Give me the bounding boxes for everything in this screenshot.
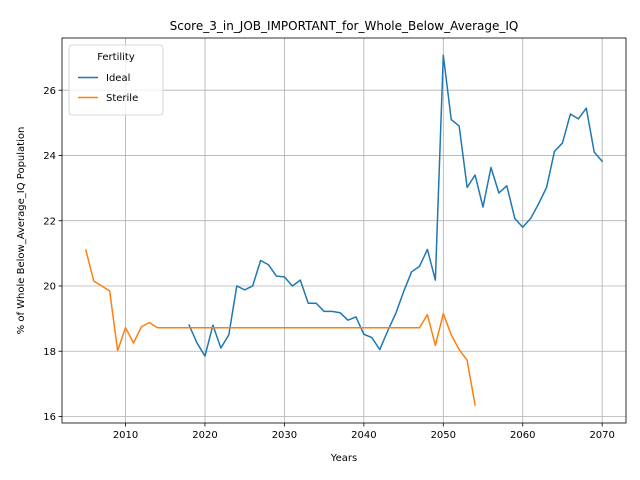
legend-label-sterile: Sterile: [106, 93, 138, 104]
x-tick-label: 2050: [431, 430, 456, 441]
x-tick-label: 2010: [113, 430, 138, 441]
series-line-sterile: [84, 249, 476, 406]
y-tick-label: 26: [43, 86, 56, 97]
chart-title: Score_3_in_JOB_IMPORTANT_for_Whole_Below…: [170, 19, 519, 33]
series-lines: [84, 54, 604, 406]
y-tick-label: 18: [43, 347, 56, 358]
x-tick-label: 2030: [272, 430, 297, 441]
x-tick-label: 2070: [589, 430, 614, 441]
x-tick-label: 2060: [510, 430, 535, 441]
x-tick-label: 2040: [351, 430, 376, 441]
y-tick-label: 20: [43, 282, 56, 293]
y-axis-title: % of Whole Below_Average_IQ Population: [16, 127, 27, 335]
x-axis-title: Years: [330, 453, 357, 464]
y-tick-label: 16: [43, 412, 56, 423]
y-tick-label: 22: [43, 216, 56, 227]
y-tick-label: 24: [43, 151, 56, 162]
legend-label-ideal: Ideal: [106, 73, 130, 84]
plot-frame: [61, 37, 627, 424]
legend: Fertility Ideal Sterile: [68, 44, 164, 116]
x-tick-label: 2020: [192, 430, 217, 441]
axis-ticks: 2010 2020 2030 2040 2050 2060 2070 16 18 20 22 24 26: [43, 86, 615, 441]
legend-title: Fertility: [97, 52, 135, 63]
series-line-ideal: [188, 54, 604, 357]
grid: [62, 38, 626, 423]
